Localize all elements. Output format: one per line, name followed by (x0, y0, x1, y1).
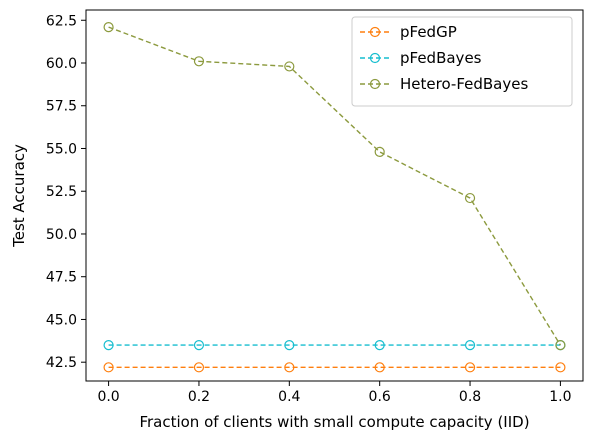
data-point (464, 362, 476, 373)
plot-frame (85, 9, 584, 382)
data-point (555, 339, 566, 351)
data-point (374, 339, 385, 351)
x-tick-label: 0.2 (188, 389, 210, 405)
legend-marker (369, 26, 381, 38)
series-line (108, 26, 562, 346)
y-tick-label: 52.5 (46, 184, 77, 200)
y-axis-title: Test Accuracy (10, 144, 28, 248)
legend-box (351, 16, 573, 107)
data-point (103, 339, 114, 351)
data-point (464, 339, 476, 351)
data-point (103, 21, 114, 33)
data-point (464, 192, 476, 204)
data-point (284, 339, 295, 351)
x-tick-label: 0.8 (459, 389, 481, 405)
series-hetero-fedbayes (103, 21, 566, 351)
legend-label: pFedBayes (400, 49, 482, 67)
data-point (555, 362, 566, 373)
y-tick-label: 45.0 (46, 312, 77, 328)
y-tick-label: 57.5 (46, 99, 77, 115)
legend: pFedGP pFedBayes Hetero-FedBayes (351, 16, 573, 107)
x-tick-label: 1.0 (549, 389, 571, 405)
y-tick-label: 55.0 (46, 141, 77, 157)
y-tick-label: 62.5 (46, 13, 77, 29)
legend-item: Hetero-FedBayes (360, 75, 528, 93)
y-tick-label: 47.5 (46, 270, 77, 286)
legend-label: Hetero-FedBayes (400, 75, 528, 93)
legend-marker (369, 78, 381, 90)
data-point (284, 61, 295, 72)
legend-marker (369, 52, 381, 64)
x-tick-label: 0.6 (369, 389, 391, 405)
plot-marks (103, 21, 566, 373)
legend-item: pFedGP (360, 23, 457, 41)
data-point (374, 362, 385, 373)
data-point (193, 339, 205, 351)
data-point (284, 362, 295, 373)
axis-ticks: 0.0 0.2 0.4 0.6 0.8 1.0 42.5 45.0 47.5 50.0 52.5 55… (46, 13, 572, 405)
x-tick-label: 0.4 (278, 389, 300, 405)
y-tick-label: 60.0 (46, 56, 77, 72)
x-axis-title: Fraction of clients with small compute c… (139, 413, 529, 431)
y-tick-label: 42.5 (46, 355, 77, 371)
data-point (103, 362, 114, 373)
data-point (193, 362, 205, 373)
data-point (374, 146, 385, 158)
legend-item: pFedBayes (360, 49, 482, 67)
y-tick-label: 50.0 (46, 227, 77, 243)
legend-label: pFedGP (400, 23, 457, 41)
x-tick-label: 0.0 (97, 389, 119, 405)
series-pfedgp (103, 362, 566, 373)
data-point (193, 56, 205, 67)
